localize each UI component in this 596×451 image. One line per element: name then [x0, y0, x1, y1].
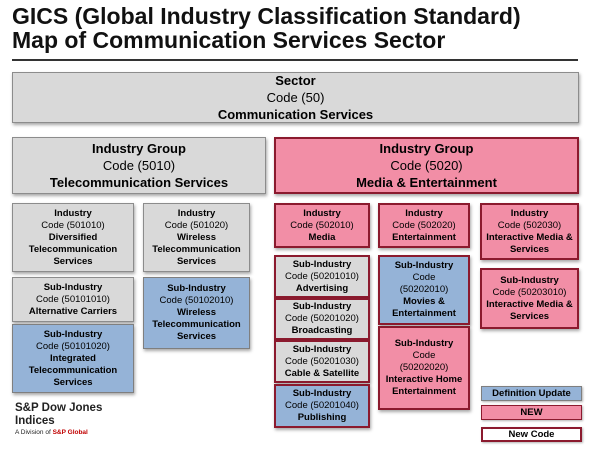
subindustry-label: Sub-Industry — [292, 388, 352, 399]
subindustry-name: Advertising — [295, 282, 349, 294]
group-code: Code (5010) — [102, 158, 176, 173]
subindustry-alternative-carriers: Sub-Industry Code (50101010) Alternative… — [12, 277, 134, 322]
industry-wireless-telecom: Industry Code (501020) Wireless Telecomm… — [143, 203, 250, 272]
subindustry-broadcasting: Sub-Industry Code (50201020) Broadcastin… — [274, 298, 370, 340]
subindustry-code: Code (50201010) — [285, 270, 359, 282]
logo-line-2: Indices — [15, 415, 55, 427]
subindustry-code-number: (50202010) — [399, 284, 449, 295]
industry-group-media: Industry Group Code (5020) Media & Enter… — [274, 137, 579, 194]
sp-dow-jones-logo: S&P Dow Jones Indices — [15, 402, 102, 428]
subindustry-name: Movies & Entertainment — [392, 296, 456, 319]
subindustry-code: Code (50101020) — [36, 340, 110, 352]
industry-name: Interactive Media & Services — [486, 231, 573, 255]
industry-label: Industry — [54, 207, 92, 219]
subindustry-integrated-telecom: Sub-Industry Code (50101020) Integrated … — [12, 324, 134, 393]
group-label: Industry Group — [92, 141, 186, 156]
legend-new: NEW — [481, 405, 582, 420]
subindustry-code: Code (50102010) — [159, 295, 234, 306]
subindustry-name: Interactive Media & Services — [486, 298, 573, 322]
title-divider — [12, 59, 578, 61]
industry-name: Wireless Telecommunication Services — [152, 231, 241, 267]
subindustry-code: Code — [412, 350, 436, 361]
title-line-2: Map of Communication Services Sector — [12, 27, 446, 53]
industry-group-telecom: Industry Group Code (5010) Telecommunica… — [12, 137, 266, 194]
sector-label: Sector — [275, 73, 316, 88]
logo-division-text: A Division of S&P Global — [15, 429, 88, 436]
legend-new-code: New Code — [481, 427, 582, 442]
subindustry-label: Sub-Industry — [292, 258, 352, 270]
subindustry-cable-satellite: Sub-Industry Code (50201030) Cable & Sat… — [274, 340, 370, 383]
subindustry-label: Sub-Industry — [43, 281, 103, 293]
industry-code: Code (502020) — [392, 219, 456, 231]
group-name: Telecommunication Services — [49, 175, 229, 190]
industry-code: Code (501020) — [164, 219, 229, 231]
subindustry-label: Sub-Industry — [394, 260, 454, 271]
subindustry-label: Sub-Industry — [394, 338, 454, 349]
subindustry-label: Sub-Industry — [43, 328, 103, 340]
logo-line-1: S&P Dow Jones — [15, 402, 103, 414]
industry-diversified-telecom: Industry Code (501010) Diversified Telec… — [12, 203, 134, 272]
subindustry-code: Code (50201030) — [285, 355, 359, 367]
title-line-1: GICS (Global Industry Classification Sta… — [12, 3, 521, 29]
subindustry-name: Alternative Carriers — [28, 305, 118, 317]
sector-box: Sector Code (50) Communication Services — [12, 72, 579, 123]
subindustry-publishing: Sub-Industry Code (50201040) Publishing — [274, 384, 370, 428]
legend-definition-update: Definition Update — [481, 386, 582, 401]
subindustry-code: Code (50201040) — [285, 400, 359, 411]
subindustry-label: Sub-Industry — [500, 274, 559, 286]
subindustry-name: Broadcasting — [291, 325, 353, 336]
subindustry-interactive-home-entertainment: Sub-Industry Code (50202020) Interactive… — [378, 326, 470, 410]
group-label: Industry Group — [379, 141, 474, 156]
subindustry-name: Cable & Satellite — [284, 367, 360, 379]
subindustry-code-number: (50202020) — [399, 362, 449, 373]
subindustry-name: Integrated Telecommunication Services — [28, 352, 118, 388]
subindustry-code: Code — [412, 272, 436, 283]
subindustry-label: Sub-Industry — [292, 301, 352, 312]
subindustry-code: Code (50203010) — [492, 286, 567, 298]
industry-label: Industry — [405, 207, 443, 219]
logo-division-prefix: A Division of — [15, 429, 53, 436]
subindustry-code: Code (50101010) — [36, 293, 110, 305]
industry-name: Entertainment — [392, 231, 456, 243]
industry-name: Media — [308, 231, 336, 243]
industry-code: Code (502010) — [290, 219, 354, 231]
industry-interactive-media: Industry Code (502030) Interactive Media… — [480, 203, 579, 260]
sector-code: Code (50) — [266, 90, 325, 105]
subindustry-name: Interactive Home Entertainment — [385, 374, 463, 397]
subindustry-label: Sub-Industry — [167, 283, 226, 294]
subindustry-advertising: Sub-Industry Code (50201010) Advertising — [274, 255, 370, 298]
industry-code: Code (502030) — [497, 219, 562, 231]
page-title: GICS (Global Industry Classification Sta… — [12, 4, 582, 52]
industry-code: Code (501010) — [41, 219, 105, 231]
subindustry-name: Publishing — [297, 412, 347, 423]
subindustry-interactive-media: Sub-Industry Code (50203010) Interactive… — [480, 268, 579, 329]
subindustry-wireless-telecom: Sub-Industry Code (50102010) Wireless Te… — [143, 277, 250, 349]
subindustry-movies-entertainment: Sub-Industry Code (50202010) Movies & En… — [378, 255, 470, 325]
sector-name: Communication Services — [217, 107, 374, 122]
logo-parent: S&P Global — [52, 429, 88, 436]
subindustry-label: Sub-Industry — [292, 343, 352, 355]
industry-entertainment: Industry Code (502020) Entertainment — [378, 203, 470, 248]
industry-name: Diversified Telecommunication Services — [28, 231, 118, 267]
industry-label: Industry — [510, 207, 549, 219]
industry-label: Industry — [177, 207, 216, 219]
industry-label: Industry — [303, 207, 341, 219]
group-code: Code (5020) — [390, 158, 463, 173]
subindustry-code: Code (50201020) — [285, 313, 359, 324]
group-name: Media & Entertainment — [356, 175, 497, 190]
subindustry-name: Wireless Telecommunication Services — [152, 307, 241, 342]
industry-media: Industry Code (502010) Media — [274, 203, 370, 248]
